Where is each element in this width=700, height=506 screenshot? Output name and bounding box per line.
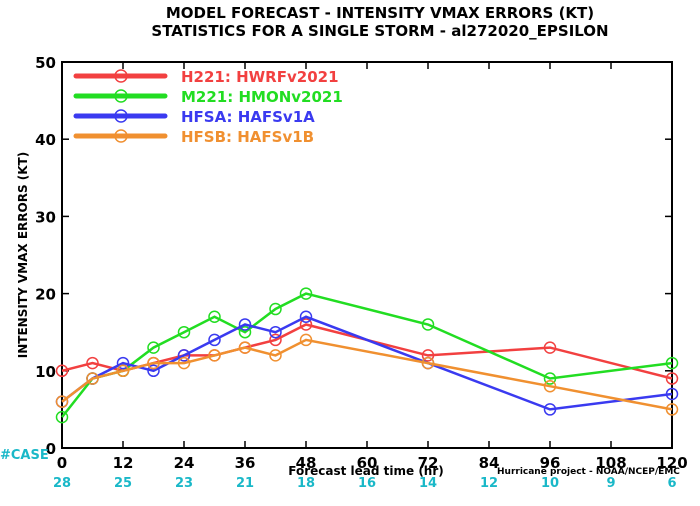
x-tick-label: 24: [174, 454, 195, 472]
data-point: [543, 379, 557, 393]
data-point: [177, 349, 191, 362]
data-point: [543, 403, 557, 416]
legend: H221: HWRFv2021 M221: HMONv2021 HFSA: HAFS…: [73, 68, 343, 146]
data-point: [269, 302, 282, 316]
case-count-label: 9: [606, 476, 615, 491]
case-count-label: 25: [114, 476, 132, 491]
legend-entry: H221: HWRFv2021: [181, 68, 339, 86]
legend-entry: HFSA: HAFSv1A: [181, 108, 315, 126]
case-count-label: 18: [297, 476, 315, 491]
data-point: [665, 356, 679, 370]
data-point: [543, 372, 557, 385]
x-tick-label: 120: [656, 454, 687, 472]
legend-marker: [114, 89, 128, 103]
y-tick-label: 10: [35, 363, 56, 381]
data-point: [299, 318, 313, 331]
x-tick-label: 0: [57, 454, 67, 472]
x-tick-label: 36: [235, 454, 256, 472]
data-point: [147, 356, 160, 370]
data-point: [147, 364, 160, 378]
y-tick-label: 50: [35, 54, 56, 72]
legend-entry: M221: HMONv2021: [181, 88, 343, 106]
x-tick-label: 72: [418, 454, 439, 472]
data-point: [55, 410, 69, 424]
x-tick-label: 84: [479, 454, 500, 472]
data-point: [299, 333, 313, 347]
data-point: [665, 372, 679, 385]
x-axis-title: Forecast lead time (hr): [288, 464, 444, 478]
data-point: [208, 310, 221, 324]
data-point: [299, 287, 313, 300]
data-point: [55, 395, 69, 408]
chart-title-line-1: MODEL FORECAST - INTENSITY VMAX ERRORS (…: [166, 4, 594, 22]
x-tick-label: 48: [296, 454, 317, 472]
legend-marker: [114, 129, 128, 143]
data-point: [86, 372, 99, 385]
data-point: [238, 325, 252, 339]
legend-entry: HFSB: HAFSv1B: [181, 128, 314, 146]
case-count-label: 10: [541, 476, 559, 491]
data-point: [177, 325, 191, 339]
x-tick-label: 60: [357, 454, 378, 472]
plot-frame: [61, 61, 673, 449]
case-count-prefix: #CASE: [0, 448, 49, 463]
data-point: [543, 341, 557, 354]
data-point: [269, 333, 282, 347]
y-tick-label: 40: [35, 131, 56, 149]
data-point: [177, 356, 191, 370]
data-point: [421, 318, 435, 331]
chart-title-line-2: STATISTICS FOR A SINGLE STORM - al272020…: [151, 22, 608, 40]
data-point: [238, 318, 252, 331]
y-tick-label: 20: [35, 286, 56, 304]
y-tick-label: 0: [46, 440, 56, 458]
data-point: [86, 356, 99, 370]
x-tick-label: 12: [113, 454, 134, 472]
case-count-label: 16: [358, 476, 376, 491]
y-tick-label: 30: [35, 208, 56, 226]
data-point: [269, 349, 282, 362]
case-count-label: 28: [53, 476, 71, 491]
case-count-label: 14: [419, 476, 437, 491]
case-count-label: 6: [667, 476, 676, 491]
data-point: [238, 341, 252, 354]
data-point: [208, 349, 221, 362]
legend-marker: [114, 69, 128, 83]
data-point: [665, 387, 679, 401]
case-count-label: 21: [236, 476, 254, 491]
credit-text: Hurricane project - NOAA/NCEP/EMC: [497, 467, 680, 477]
x-tick-label: 96: [540, 454, 561, 472]
data-point: [147, 341, 160, 354]
case-count-label: 12: [480, 476, 498, 491]
data-point: [208, 333, 221, 347]
data-point: [421, 349, 435, 362]
data-point: [116, 356, 130, 370]
data-point: [55, 364, 69, 378]
plot-area: 0 10 20 30 40 50 0 28 12 25 24 23 36 21 48 18 60 16 72 14 84…: [35, 54, 688, 491]
series-3: [55, 333, 679, 416]
data-point: [299, 310, 313, 324]
case-count-label: 23: [175, 476, 193, 491]
data-point: [116, 364, 130, 378]
data-point: [421, 356, 435, 370]
legend-marker: [114, 109, 128, 123]
x-tick-label: 108: [595, 454, 626, 472]
y-axis-title: INTENSITY VMAX ERRORS (KT): [16, 152, 30, 358]
data-point: [269, 325, 282, 339]
data-point: [665, 403, 679, 416]
